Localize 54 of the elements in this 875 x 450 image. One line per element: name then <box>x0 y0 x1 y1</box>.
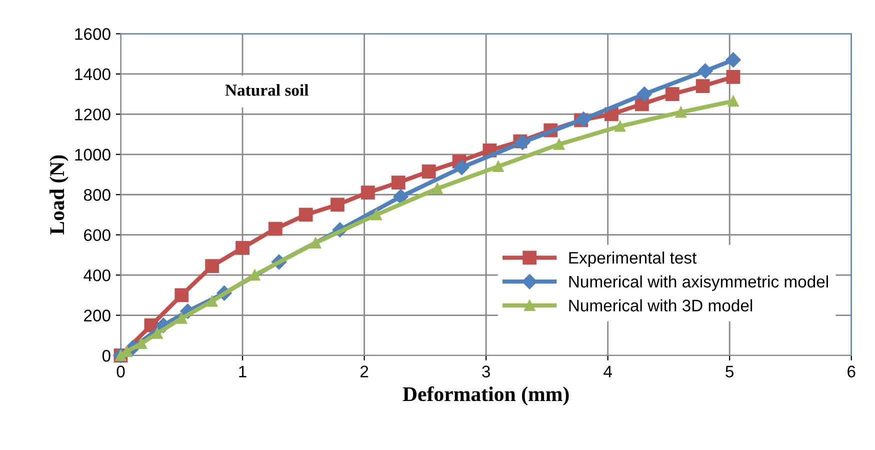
x-tick-label: 1 <box>239 366 246 378</box>
x-tick-label: 0 <box>116 366 125 378</box>
point <box>310 237 322 248</box>
x-tick-label: 2 <box>360 366 368 378</box>
point <box>176 312 188 324</box>
y-tick-label: 1000 <box>75 148 110 161</box>
x-tick-label: 5 <box>726 366 734 378</box>
point <box>152 328 163 339</box>
point <box>696 79 710 93</box>
point <box>675 106 686 118</box>
y-tick-label: 1400 <box>75 68 110 80</box>
point <box>393 189 408 204</box>
y-tick-label: 1200 <box>75 108 110 120</box>
point <box>249 270 260 281</box>
point <box>454 160 470 176</box>
point <box>422 164 436 178</box>
point <box>636 86 652 102</box>
legend-label: Experimental test <box>569 251 697 268</box>
point <box>728 96 739 107</box>
point <box>330 198 344 212</box>
point <box>432 183 443 194</box>
point <box>361 186 375 200</box>
x-axis-title: Deformation (mm) <box>402 386 569 406</box>
point <box>370 209 382 220</box>
point <box>268 222 282 236</box>
x-tick-label: 4 <box>604 366 612 378</box>
legend-label: Numerical with axisymmetric model <box>569 275 828 291</box>
point <box>136 338 148 349</box>
x-tick-label: 6 <box>848 366 856 378</box>
point <box>614 120 626 132</box>
text: Natural soil <box>225 84 308 96</box>
point <box>236 240 250 255</box>
y-tick-label: 200 <box>84 310 110 322</box>
y-tick-label: 0 <box>102 350 110 362</box>
y-tick-label: 800 <box>84 189 110 201</box>
point <box>174 288 189 302</box>
x-tick-label: 3 <box>482 366 490 378</box>
legend-label: Numerical with 3D model <box>569 299 752 312</box>
point <box>298 208 313 222</box>
point <box>726 70 740 84</box>
point <box>554 138 565 150</box>
point <box>391 176 406 190</box>
point <box>205 259 220 273</box>
point <box>206 296 218 307</box>
point <box>726 52 741 68</box>
y-tick-label: 1600 <box>75 28 110 40</box>
point <box>698 63 713 79</box>
y-tick-label: 600 <box>84 229 110 242</box>
point <box>576 112 592 127</box>
y-axis-title: Load (N) <box>50 155 68 234</box>
point <box>515 134 530 150</box>
point <box>665 87 680 102</box>
y-tick-label: 400 <box>84 269 110 282</box>
point <box>492 160 504 172</box>
